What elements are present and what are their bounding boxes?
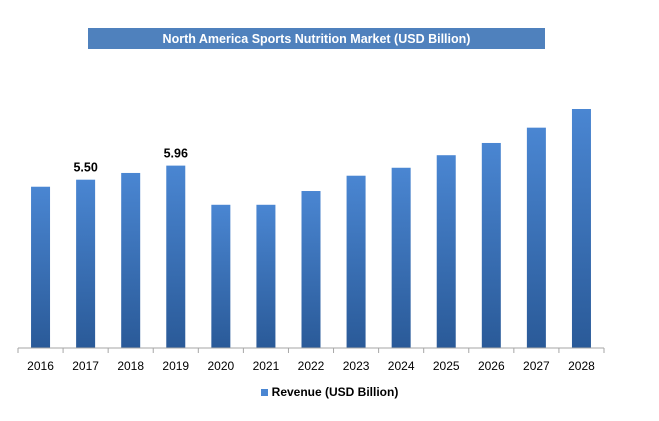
bar-2028 [571, 109, 591, 348]
x-tick-label: 2027 [523, 359, 550, 373]
x-tick-label: 2025 [433, 359, 460, 373]
chart-title: North America Sports Nutrition Market (U… [88, 28, 545, 49]
bar-2019 [166, 165, 186, 348]
bar-2020 [211, 204, 231, 348]
bar-2018 [121, 172, 141, 348]
bar-2024 [391, 167, 411, 348]
x-tick-label: 2020 [207, 359, 234, 373]
bar-2016 [31, 186, 51, 348]
legend-label: Revenue (USD Billion) [271, 385, 399, 399]
bar-2025 [436, 155, 456, 348]
x-axis-ticks [17, 348, 605, 353]
x-tick-label: 2026 [478, 359, 505, 373]
data-labels: 5.50 5.96 [73, 147, 188, 175]
bar-2027 [526, 127, 546, 349]
bar-2022 [301, 191, 321, 348]
x-axis-labels: 2016 2017 2018 2019 2020 2021 2022 2023 2024 2025… [27, 359, 595, 373]
x-tick-label: 2023 [343, 359, 370, 373]
bar-2023 [346, 175, 366, 348]
x-tick-label: 2024 [388, 359, 415, 373]
x-tick-label: 2028 [568, 359, 595, 373]
data-label: 5.96 [164, 147, 188, 161]
bar-2021 [256, 204, 276, 348]
legend: Revenue (USD Billion) [0, 385, 659, 399]
x-tick-label: 2016 [27, 359, 54, 373]
bar-2017 [76, 179, 96, 348]
x-tick-label: 2019 [162, 359, 189, 373]
x-tick-label: 2021 [253, 359, 280, 373]
x-tick-label: 2018 [117, 359, 144, 373]
bars-group [31, 109, 591, 349]
x-tick-label: 2022 [298, 359, 325, 373]
data-label: 5.50 [73, 161, 97, 175]
bar-2026 [481, 142, 501, 348]
x-tick-label: 2017 [72, 359, 99, 373]
legend-swatch [260, 388, 268, 396]
